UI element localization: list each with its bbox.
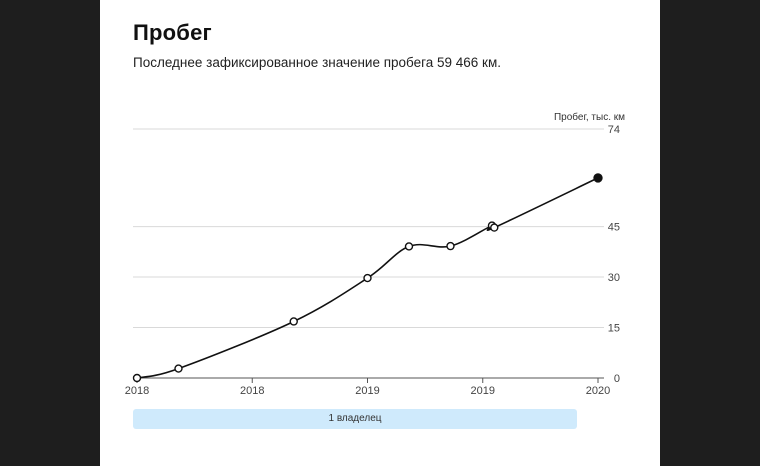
chart-grid	[133, 128, 604, 379]
y-tick-label: 15	[608, 323, 620, 335]
x-tick-label: 2019	[355, 385, 379, 397]
right-backdrop	[660, 0, 760, 466]
data-point[interactable]	[404, 242, 414, 251]
y-tick-label: 45	[608, 222, 620, 234]
latest-data-point[interactable]	[593, 173, 603, 183]
mileage-card: Пробег Последнее зафиксированное значени…	[100, 0, 660, 466]
y-tick-label: 74	[608, 124, 620, 136]
y-axis-ticks: 0 15 30 45 74	[608, 124, 620, 385]
x-tick-label: 2019	[471, 385, 495, 397]
y-axis-label: Пробег, тыс. км	[554, 111, 625, 123]
data-point[interactable]	[490, 223, 499, 232]
data-points	[132, 173, 603, 383]
card-subtitle: Последнее зафиксированное значение пробе…	[133, 55, 502, 70]
mileage-chart: 0 15 30 45 74 2018 2018 2019 2019 2020 Пробег, т…	[125, 111, 625, 397]
data-point[interactable]	[363, 273, 372, 283]
left-backdrop	[0, 0, 100, 466]
y-tick-label: 0	[614, 373, 620, 385]
card-title: Пробег	[133, 20, 212, 45]
x-tick-label: 2018	[125, 385, 149, 397]
x-tick-label: 2018	[240, 385, 264, 397]
owner-count-label: 1 владелец	[328, 413, 382, 424]
owner-period-bar: 1 владелец	[133, 409, 577, 429]
x-tick-label: 2020	[586, 385, 610, 397]
data-point[interactable]	[289, 317, 298, 326]
data-point[interactable]	[174, 364, 183, 373]
y-tick-label: 30	[608, 272, 620, 284]
x-axis-ticks: 2018 2018 2019 2019 2020	[125, 378, 610, 397]
data-point[interactable]	[132, 373, 142, 383]
data-point[interactable]	[446, 241, 455, 251]
